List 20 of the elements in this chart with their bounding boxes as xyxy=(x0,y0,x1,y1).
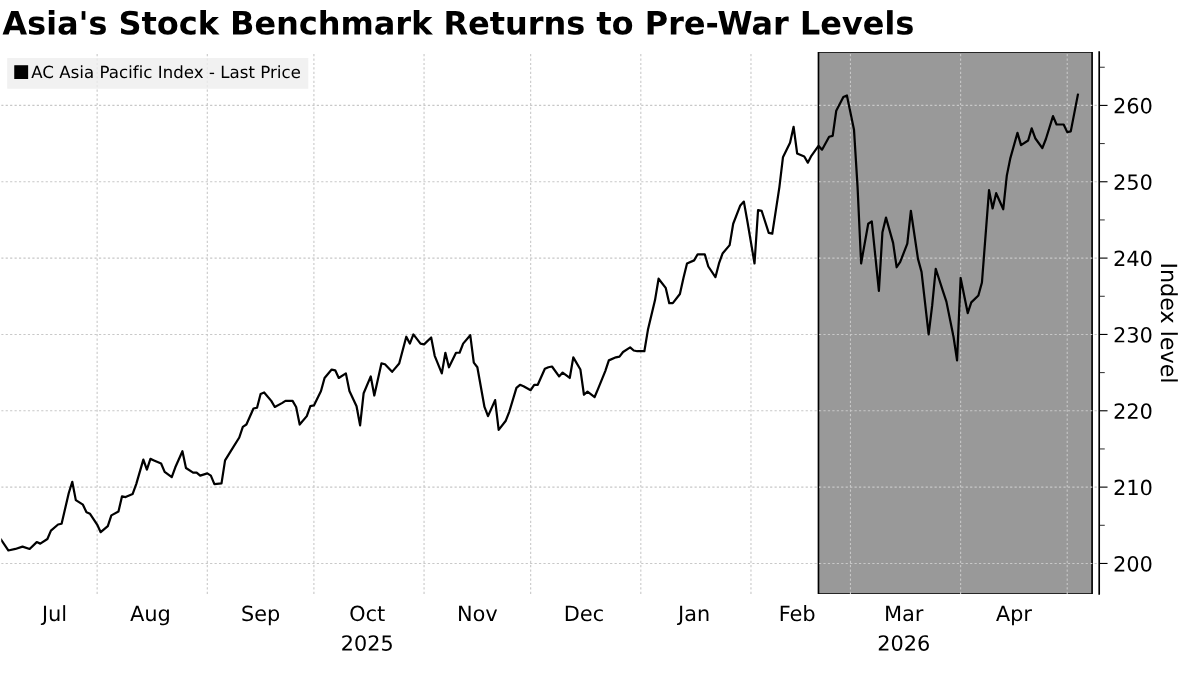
y-tick-label: 230 xyxy=(1114,326,1152,343)
y-tick-label: 240 xyxy=(1114,250,1152,267)
y-axis-title: Index level xyxy=(1160,264,1178,382)
y-tick-label: 260 xyxy=(1114,97,1152,114)
legend-label: AC Asia Pacific Index - Last Price xyxy=(31,65,301,79)
x-tick-label: Mar 2026 xyxy=(878,605,929,651)
y-tick-label: 220 xyxy=(1114,403,1152,419)
y-tick-label: 210 xyxy=(1114,479,1152,496)
x-tick-label: Oct 2025 xyxy=(342,605,392,651)
x-tick-label: Sep xyxy=(242,605,280,626)
x-tick-label: Feb xyxy=(780,605,815,622)
x-tick-label: Nov xyxy=(459,605,498,622)
y-tick-label: 200 xyxy=(1114,555,1152,572)
x-tick-label: Jan xyxy=(676,605,709,626)
chart-title: Asia's Stock Benchmark Returns to Pre-War Levels xyxy=(2,10,913,35)
x-tick-label: Dec xyxy=(565,605,603,622)
x-tick-label: Aug xyxy=(130,605,169,626)
x-tick-label: Jul xyxy=(40,605,66,626)
x-tick-label: Apr xyxy=(996,605,1032,626)
y-tick-label: 250 xyxy=(1114,174,1152,190)
